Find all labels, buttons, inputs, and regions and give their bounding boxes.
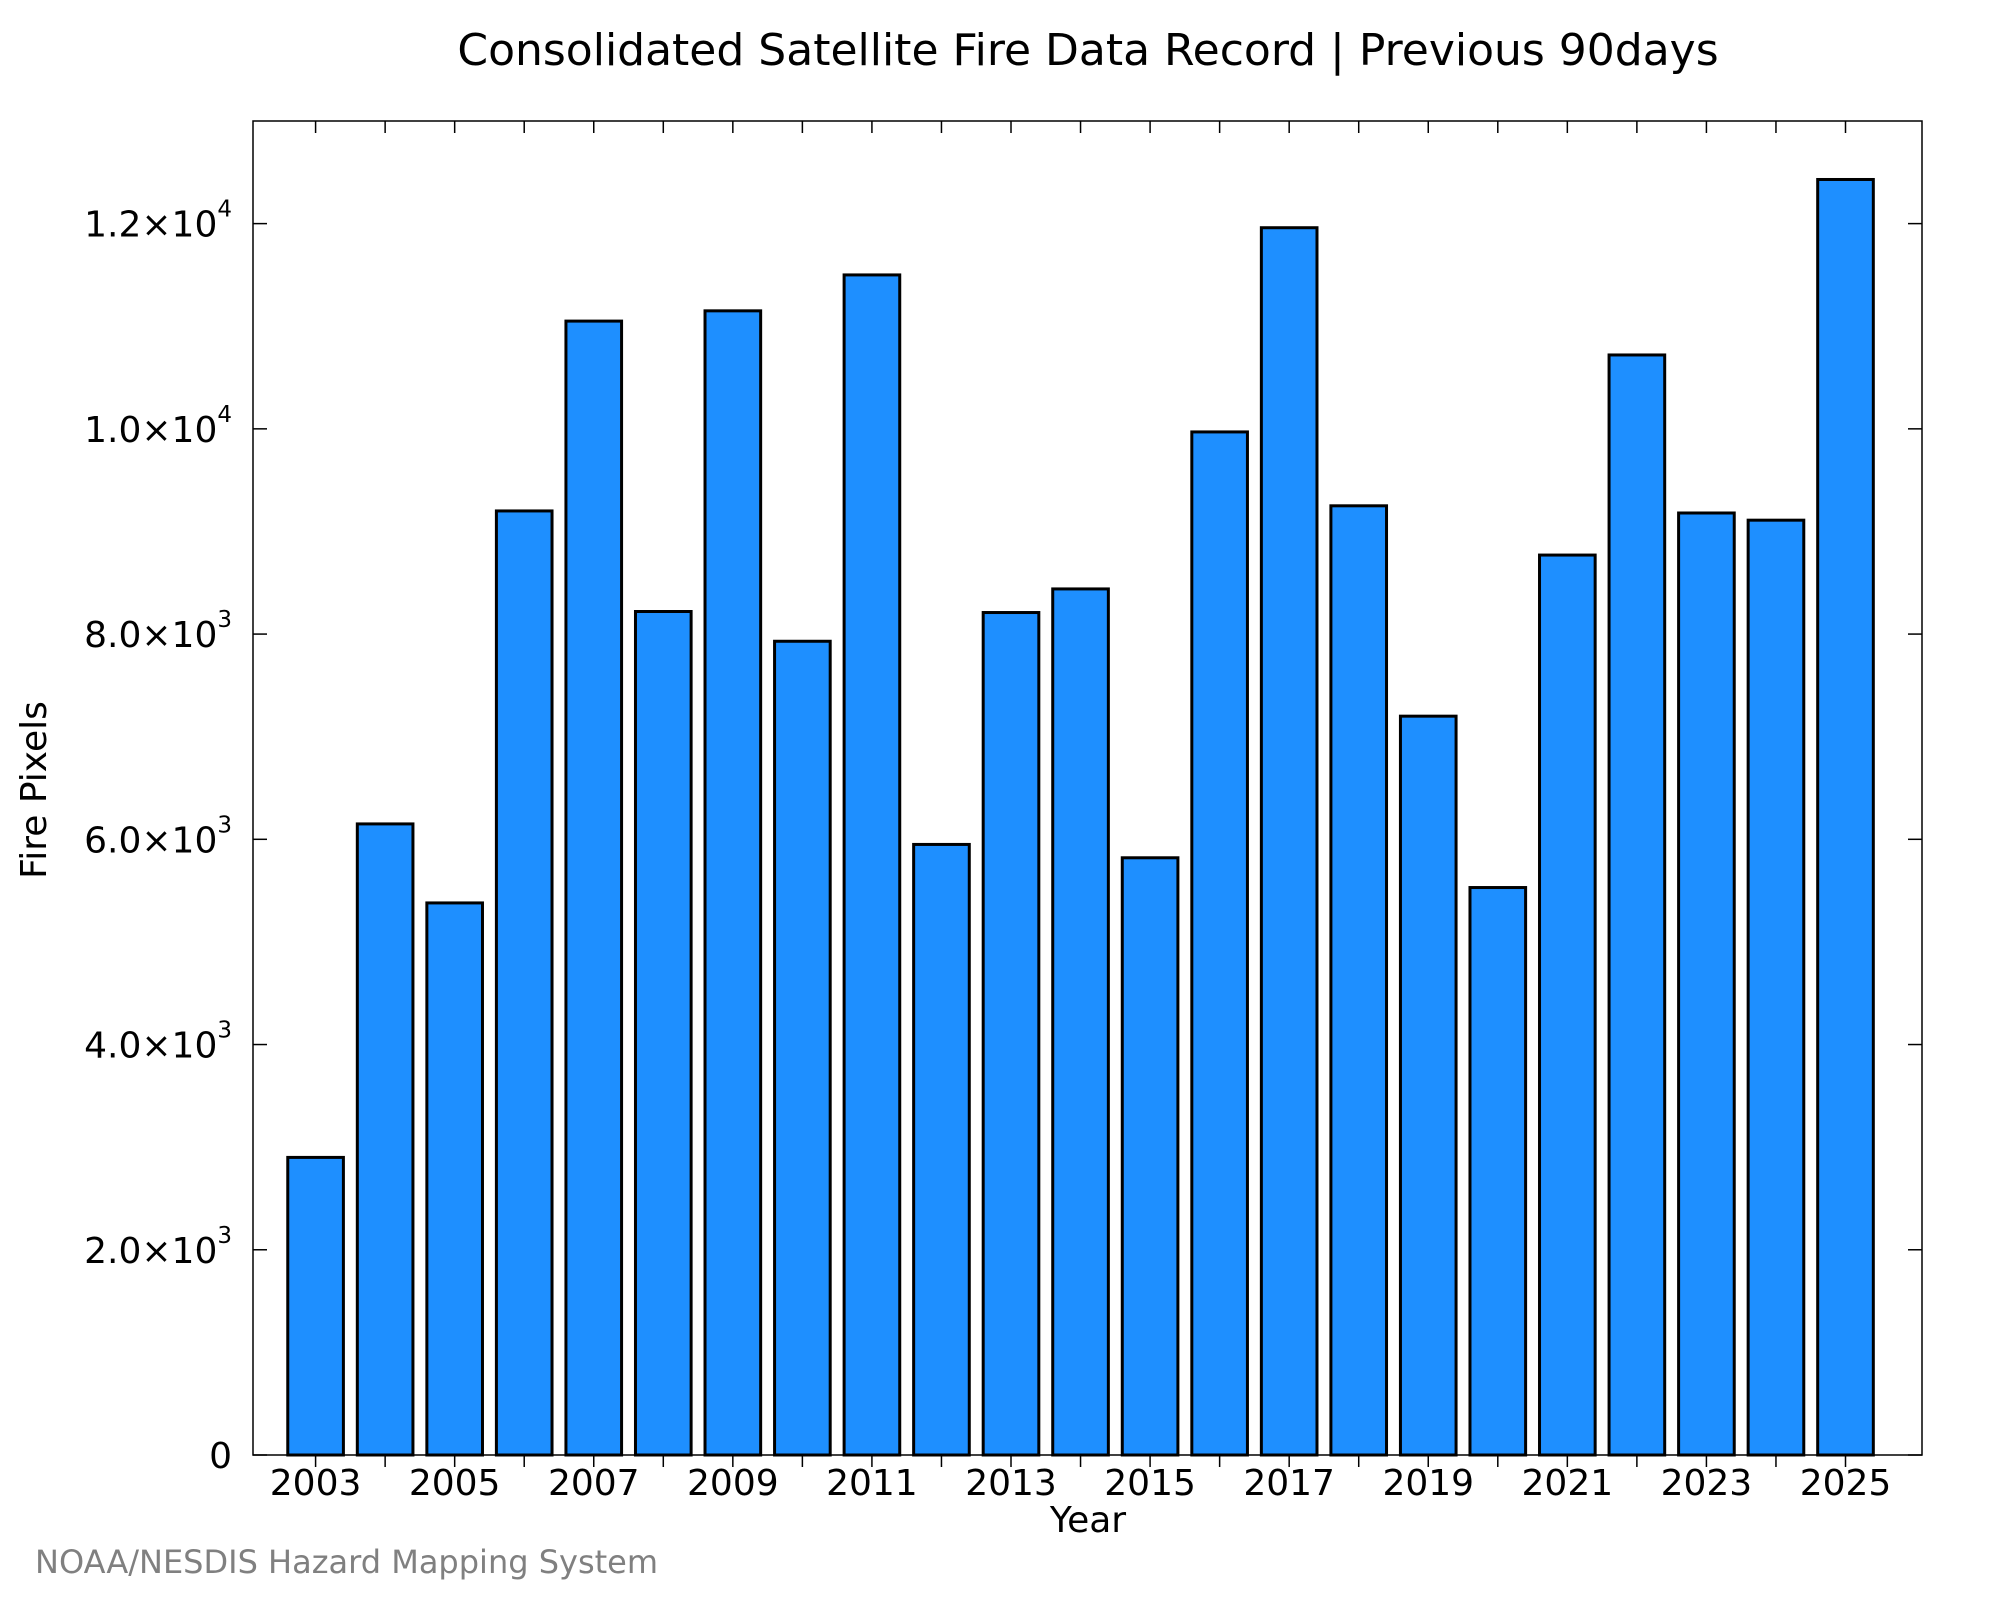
bar-2025 [1816, 177, 1875, 1457]
bar-2017 [1259, 226, 1319, 1457]
y-tick-mantissa: 8.0×10 [84, 615, 217, 656]
plot-frame [252, 120, 1923, 1456]
x-tick-label-2023: 2023 [1661, 1463, 1753, 1504]
bar-2024 [1746, 518, 1806, 1457]
y-axis-ticks: 02.0×1034.0×1036.0×1038.0×1031.0×1041.2×… [84, 197, 1922, 1477]
bar-2023 [1677, 511, 1736, 1457]
bar-2015 [1120, 856, 1180, 1457]
bar-2005 [425, 901, 484, 1457]
bar-2006 [494, 509, 554, 1457]
bar-2007 [564, 319, 624, 1457]
x-tick-label-2007: 2007 [548, 1463, 640, 1504]
y-tick-label-2000: 2.0×103 [84, 1223, 232, 1272]
bar-2014 [1051, 587, 1110, 1457]
bar-2003 [286, 1155, 345, 1457]
x-axis-ticks: 2003 2005 2007 2009 2011 2013 2015 2017 2019 2021… [270, 121, 1892, 1504]
x-axis-label: Year [1049, 1500, 1126, 1541]
y-tick-label-10000: 1.0×104 [84, 402, 232, 451]
x-tick-label-2021: 2021 [1522, 1463, 1614, 1504]
bar-2011 [842, 273, 902, 1457]
x-tick-label-2003: 2003 [270, 1463, 362, 1504]
y-axis-label: Fire Pixels [14, 701, 55, 879]
x-tick-label-2015: 2015 [1104, 1463, 1196, 1504]
bar-2020 [1468, 886, 1528, 1457]
chart-title: Consolidated Satellite Fire Data Record … [457, 25, 1718, 76]
y-tick-label-0: 0 [209, 1436, 232, 1477]
y-tick-label-4000: 4.0×103 [84, 1018, 232, 1067]
y-tick-mantissa: 1.0×10 [84, 410, 217, 451]
y-tick-label-12000: 1.2×104 [84, 197, 232, 246]
y-tick-mantissa: 2.0×10 [84, 1231, 217, 1272]
x-tick-label-2009: 2009 [687, 1463, 779, 1504]
y-tick-exponent: 4 [217, 402, 232, 428]
x-tick-label-2005: 2005 [409, 1463, 501, 1504]
bar-2019 [1398, 714, 1458, 1457]
y-tick-exponent: 3 [217, 1018, 232, 1044]
y-tick-mantissa: 6.0×10 [84, 820, 217, 861]
bars-group [286, 177, 1875, 1457]
bar-2009 [703, 309, 763, 1457]
bar-2012 [912, 842, 971, 1457]
y-tick-label-8000: 8.0×103 [84, 607, 232, 656]
y-tick-exponent: 3 [217, 607, 232, 633]
bar-2022 [1607, 353, 1667, 1457]
x-tick-label-2025: 2025 [1800, 1463, 1892, 1504]
y-tick-exponent: 3 [217, 812, 232, 838]
bar-2018 [1329, 504, 1389, 1457]
bar-2008 [633, 610, 693, 1457]
bar-2010 [773, 639, 832, 1457]
y-tick-exponent: 3 [217, 1223, 232, 1249]
bar-2021 [1538, 553, 1597, 1457]
y-tick-label-6000: 6.0×103 [84, 812, 232, 861]
bar-2016 [1190, 430, 1249, 1457]
bar-2013 [981, 611, 1041, 1457]
x-tick-label-2013: 2013 [965, 1463, 1057, 1504]
x-tick-label-2019: 2019 [1382, 1463, 1474, 1504]
x-tick-label-2017: 2017 [1243, 1463, 1335, 1504]
y-tick-exponent: 4 [217, 197, 232, 223]
x-tick-label-2011: 2011 [826, 1463, 918, 1504]
y-tick-mantissa: 1.2×10 [84, 205, 217, 246]
y-tick-mantissa: 4.0×10 [84, 1026, 217, 1067]
credit-text: NOAA/NESDIS Hazard Mapping System [35, 1543, 658, 1581]
bar-2004 [355, 822, 415, 1457]
y-tick-mantissa: 0 [209, 1436, 232, 1477]
